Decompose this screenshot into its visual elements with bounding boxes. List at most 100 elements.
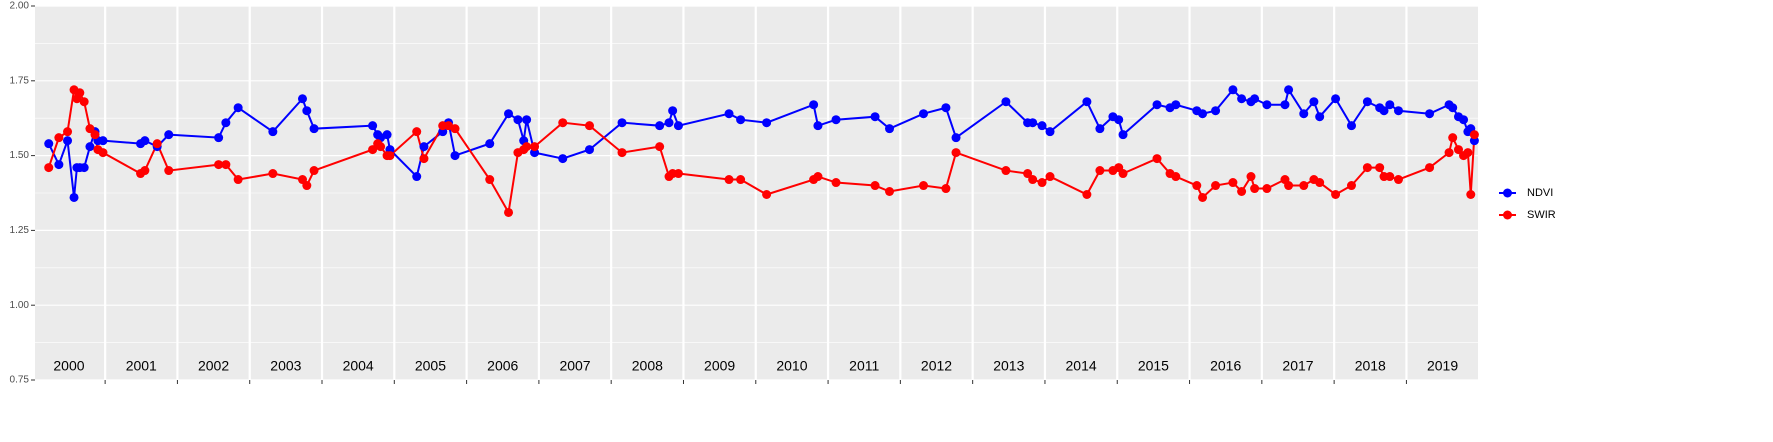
data-point — [1459, 115, 1469, 125]
y-tick-label: 1.50 — [10, 150, 30, 161]
data-point — [1385, 172, 1395, 182]
data-point — [376, 142, 386, 152]
data-point — [268, 127, 278, 137]
data-point — [1299, 181, 1309, 191]
data-point — [214, 133, 224, 143]
data-point — [221, 118, 231, 128]
data-point — [1211, 181, 1221, 191]
y-tick-label: 1.00 — [10, 300, 30, 311]
y-tick-label: 1.25 — [10, 225, 30, 236]
data-point — [63, 127, 73, 137]
data-point — [233, 103, 243, 113]
data-point — [450, 124, 460, 134]
data-point — [919, 181, 929, 191]
data-point — [522, 142, 532, 152]
data-point — [504, 109, 514, 119]
data-point — [1250, 94, 1260, 104]
data-point — [1375, 163, 1385, 173]
data-point — [1028, 118, 1038, 128]
data-point — [870, 181, 880, 191]
data-point — [63, 136, 73, 146]
data-point — [1315, 112, 1325, 122]
data-point — [1037, 121, 1047, 131]
data-point — [44, 139, 54, 149]
data-point — [450, 151, 460, 161]
data-point — [98, 148, 108, 158]
x-tick-label: 2012 — [921, 358, 952, 374]
data-point — [1393, 175, 1403, 185]
data-point — [1315, 178, 1325, 188]
data-point — [951, 133, 961, 143]
data-point — [1152, 154, 1162, 164]
data-point — [617, 118, 627, 128]
data-point — [268, 169, 278, 179]
y-tick-label: 2.00 — [10, 1, 30, 12]
data-point — [1095, 124, 1105, 134]
data-point — [522, 115, 532, 125]
data-point — [302, 181, 312, 191]
legend-marker — [1503, 210, 1512, 220]
data-point — [1001, 166, 1011, 176]
data-point — [214, 160, 224, 170]
data-point — [90, 130, 100, 140]
data-point — [558, 154, 568, 164]
data-point — [736, 115, 746, 125]
data-point — [164, 130, 174, 140]
data-point — [79, 163, 89, 173]
data-point — [221, 160, 231, 170]
data-point — [1082, 189, 1092, 199]
data-point — [233, 175, 243, 185]
data-point — [1466, 189, 1476, 199]
y-tick-label: 0.75 — [10, 375, 30, 386]
data-point — [1028, 175, 1038, 185]
data-point — [1023, 169, 1033, 179]
data-point — [885, 124, 895, 134]
data-point — [98, 136, 108, 146]
data-point — [368, 121, 378, 131]
data-point — [1237, 94, 1247, 104]
data-point — [885, 187, 895, 197]
legend-label: NDVI — [1527, 187, 1553, 199]
x-tick-label: 2003 — [270, 358, 301, 374]
data-point — [1262, 184, 1272, 194]
data-point — [1448, 103, 1458, 113]
data-point — [1425, 163, 1435, 173]
data-point — [1198, 192, 1208, 202]
data-point — [951, 148, 961, 158]
data-point — [382, 130, 392, 140]
data-point — [1171, 172, 1181, 182]
legend-label: SWIR — [1527, 209, 1556, 221]
data-point — [1469, 130, 1479, 140]
data-point — [809, 100, 819, 110]
data-point — [152, 139, 162, 149]
x-tick-label: 2008 — [632, 358, 663, 374]
data-point — [1082, 97, 1092, 107]
data-point — [297, 94, 307, 104]
data-point — [584, 121, 594, 131]
data-point — [1246, 172, 1256, 182]
y-tick-label: 1.75 — [10, 75, 30, 86]
data-point — [368, 145, 378, 155]
data-point — [1444, 148, 1454, 158]
data-point — [485, 175, 495, 185]
data-point — [558, 118, 568, 128]
data-point — [1171, 100, 1181, 110]
data-point — [584, 145, 594, 155]
data-point — [919, 109, 929, 119]
data-point — [664, 118, 674, 128]
data-point — [164, 166, 174, 176]
data-point — [1152, 100, 1162, 110]
data-point — [1237, 187, 1247, 197]
data-point — [412, 172, 422, 182]
data-point — [1250, 184, 1260, 194]
data-point — [54, 133, 64, 143]
data-point — [1192, 181, 1202, 191]
x-tick-label: 2002 — [198, 358, 229, 374]
x-tick-label: 2007 — [559, 358, 590, 374]
data-point — [1284, 85, 1294, 95]
data-point — [655, 142, 665, 152]
data-point — [1309, 97, 1319, 107]
data-point — [813, 172, 823, 182]
